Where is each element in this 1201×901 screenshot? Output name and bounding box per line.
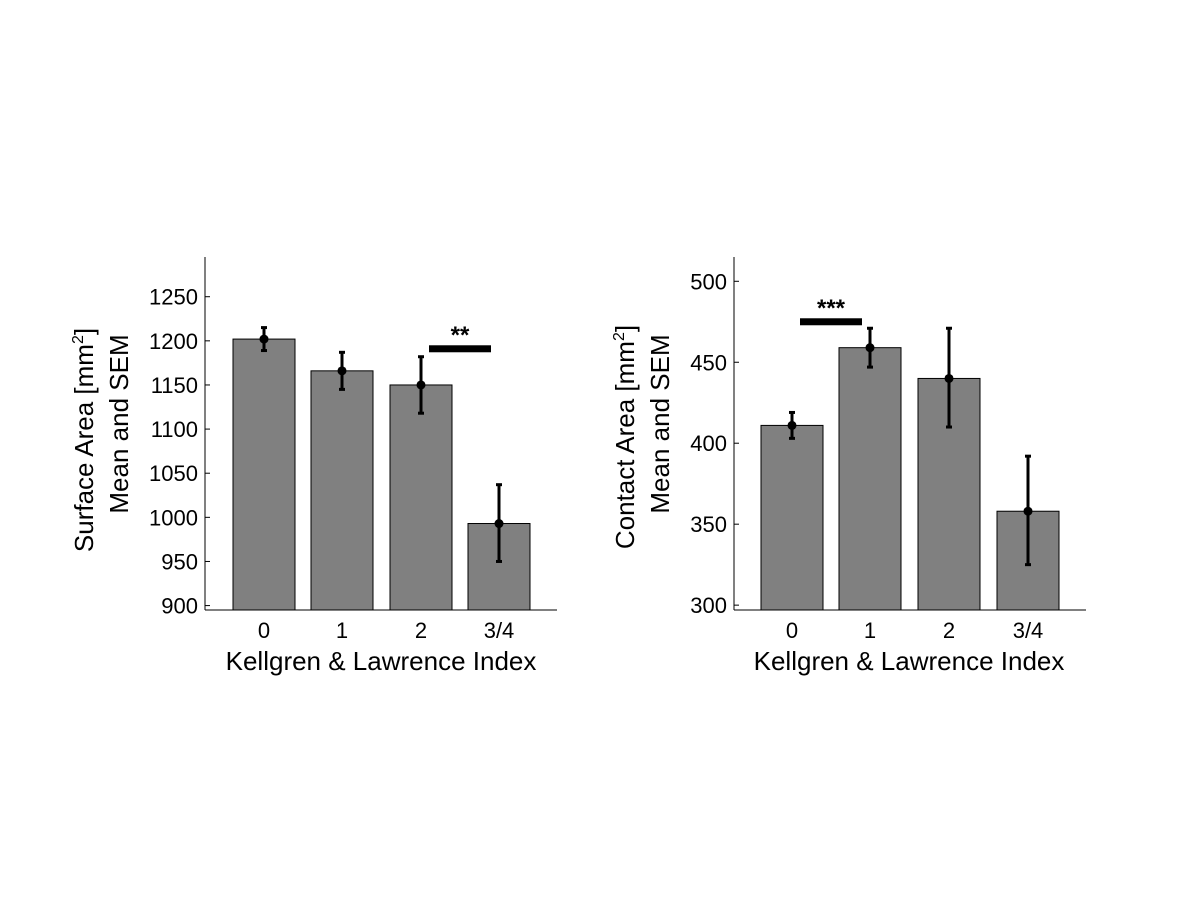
x-tick-label: 3/4 <box>484 618 515 643</box>
y-axis-label-mean-sem: Mean and SEM <box>104 334 134 513</box>
y-tick-label: 1200 <box>149 329 198 354</box>
mean-marker <box>787 420 797 430</box>
bar-1 <box>838 347 902 611</box>
bar-0 <box>232 338 296 611</box>
x-tick-label: 1 <box>336 618 348 643</box>
x-tick-label: 1 <box>864 618 876 643</box>
y-tick-label: 500 <box>690 269 727 294</box>
y-tick-label: 1100 <box>151 417 198 442</box>
y-axis-label-contact-area: Contact Area [mm2] <box>610 325 640 549</box>
mean-marker <box>259 334 269 344</box>
y-tick-label: 350 <box>690 512 727 537</box>
bar-1 <box>310 370 374 611</box>
x-tick-label: 2 <box>943 618 955 643</box>
x-tick-label: 2 <box>415 618 427 643</box>
y-tick-label: 950 <box>161 549 198 574</box>
x-axis-label: Kellgren & Lawrence Index <box>226 646 537 676</box>
significance-label: ** <box>451 322 470 349</box>
x-tick-label: 3/4 <box>1013 618 1044 643</box>
mean-marker <box>337 366 347 376</box>
significance-bar <box>800 318 862 326</box>
y-tick-label: 1000 <box>149 505 198 530</box>
y-tick-label: 400 <box>690 431 727 456</box>
mean-marker <box>416 380 426 390</box>
y-axis-label-surface-area: Surface Area [mm2] <box>69 328 99 552</box>
chart-contact-area: Contact Area [mm2] Mean and SEM Kellgren… <box>610 257 1086 676</box>
x-tick-label: 0 <box>258 618 270 643</box>
y-tick-label: 1150 <box>151 373 198 398</box>
significance-bar <box>429 345 491 353</box>
significance-label: *** <box>817 295 846 322</box>
chart-surface-area: Surface Area [mm2] Mean and SEM Kellgren… <box>69 257 557 676</box>
mean-marker <box>1023 506 1033 516</box>
y-tick-label: 900 <box>161 594 198 619</box>
y-tick-label: 1250 <box>149 285 198 310</box>
y-tick-label: 450 <box>690 350 727 375</box>
y-tick-label: 1050 <box>149 461 198 486</box>
y-tick-label: 300 <box>690 593 727 618</box>
mean-marker <box>944 373 954 383</box>
x-tick-label: 0 <box>786 618 798 643</box>
bar-2 <box>389 384 453 611</box>
mean-marker <box>494 519 504 529</box>
mean-marker <box>865 343 875 353</box>
bar-0 <box>760 424 824 611</box>
y-axis-label-mean-sem: Mean and SEM <box>645 334 675 513</box>
x-axis-label: Kellgren & Lawrence Index <box>754 646 1065 676</box>
